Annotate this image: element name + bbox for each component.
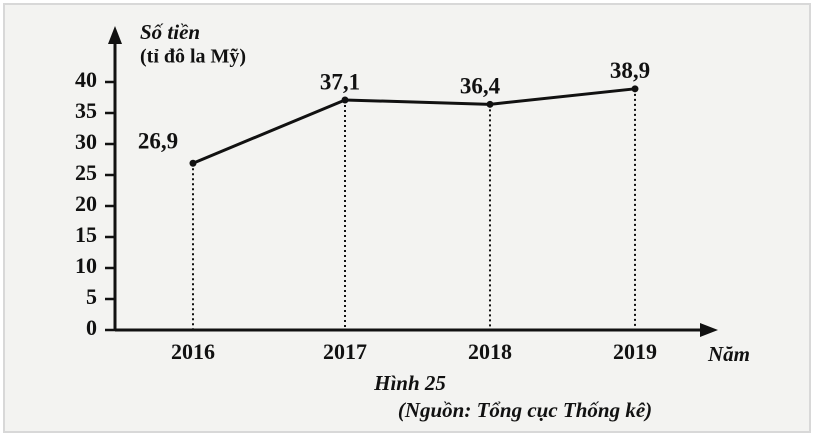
y-tick-label: 20 xyxy=(75,191,97,216)
y-tick-label: 10 xyxy=(75,253,97,278)
x-tick-label: 2016 xyxy=(171,339,215,364)
value-label: 26,9 xyxy=(138,129,178,154)
y-tick-label: 0 xyxy=(86,315,97,340)
y-axis-unit: (tỉ đô la Mỹ) xyxy=(140,46,246,68)
value-label: 38,9 xyxy=(610,58,650,83)
data-point xyxy=(189,159,197,167)
y-axis-title: Số tiền xyxy=(140,20,200,44)
y-tick-label: 30 xyxy=(75,129,97,154)
value-label: 36,4 xyxy=(460,74,501,99)
data-point xyxy=(341,96,349,104)
y-tick-label: 25 xyxy=(75,160,97,185)
x-tick-label: 2018 xyxy=(468,339,512,364)
y-axis-arrow xyxy=(108,26,122,44)
data-point xyxy=(631,85,639,93)
caption: Hình 25 xyxy=(373,371,446,395)
value-label: 37,1 xyxy=(320,69,360,94)
background xyxy=(3,3,811,433)
data-line xyxy=(192,87,636,165)
x-axis-title: Năm xyxy=(707,342,750,366)
y-tick-label: 35 xyxy=(75,98,97,123)
y-tick-label: 5 xyxy=(86,284,97,309)
x-tick-label: 2017 xyxy=(323,339,367,364)
source: (Nguồn: Tổng cục Thống kê) xyxy=(398,398,652,422)
x-tick-label: 2019 xyxy=(613,339,657,364)
data-point xyxy=(486,100,494,108)
x-axis-arrow xyxy=(700,323,718,337)
y-tick-label: 40 xyxy=(75,67,97,92)
y-tick-label: 15 xyxy=(75,222,97,247)
